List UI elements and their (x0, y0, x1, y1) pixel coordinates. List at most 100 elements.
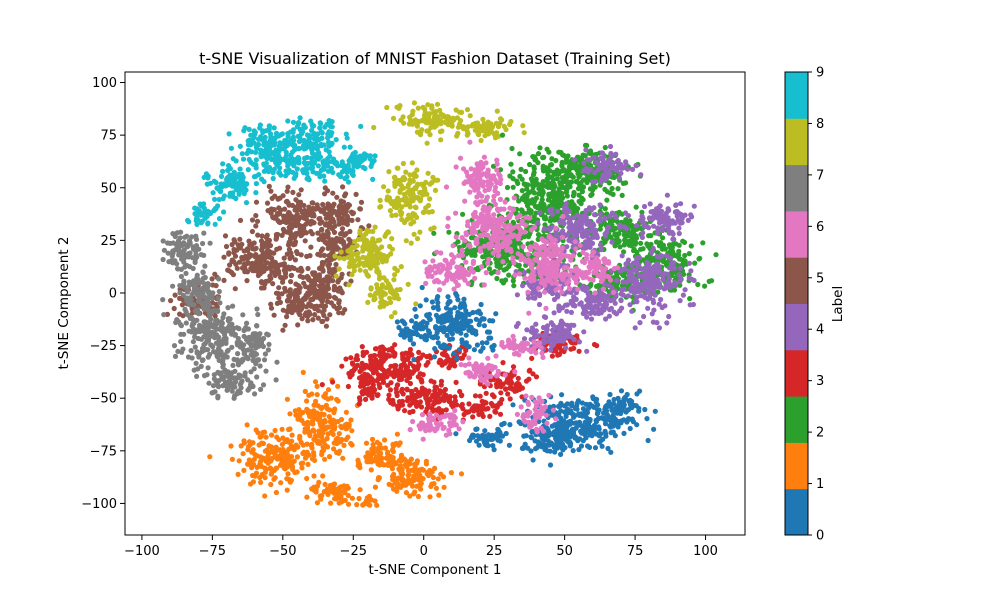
scatter-point-label-9 (271, 125, 277, 131)
scatter-point-label-8 (438, 137, 444, 143)
scatter-point-label-8 (346, 282, 352, 288)
scatter-point-label-9 (237, 143, 243, 149)
scatter-point-label-9 (305, 175, 311, 181)
scatter-point-label-5 (310, 205, 316, 211)
scatter-point-label-8 (390, 115, 397, 121)
scatter-point-label-2 (575, 206, 581, 212)
scatter-point-label-1 (289, 461, 295, 467)
scatter-point-label-1 (398, 452, 405, 458)
scatter-point-label-7 (193, 236, 200, 242)
scatter-point-label-0 (567, 434, 573, 440)
scatter-point-label-5 (346, 236, 352, 242)
scatter-point-label-9 (248, 149, 255, 155)
scatter-point-label-9 (212, 221, 218, 227)
scatter-point-label-7 (235, 351, 241, 357)
scatter-point-label-1 (313, 438, 319, 444)
scatter-point-label-2 (589, 191, 595, 197)
scatter-point-label-8 (379, 244, 385, 250)
scatter-point-label-8 (395, 165, 401, 171)
scatter-point-label-5 (305, 290, 311, 296)
scatter-point-label-7 (203, 334, 209, 340)
scatter-point-label-0 (644, 416, 650, 422)
scatter-point-label-5 (312, 312, 318, 318)
scatter-point-label-9 (321, 166, 327, 172)
scatter-point-label-5 (337, 204, 344, 210)
scatter-point-label-5 (342, 307, 348, 313)
scatter-point-label-0 (564, 401, 571, 407)
scatter-point-label-7 (248, 343, 254, 349)
scatter-point-label-8 (413, 301, 419, 307)
scatter-point-label-3 (367, 353, 374, 359)
scatter-point-label-1 (382, 437, 388, 443)
scatter-point-label-9 (186, 219, 192, 225)
scatter-point-label-1 (406, 459, 412, 465)
scatter-point-label-8 (374, 282, 380, 288)
scatter-point-label-0 (612, 433, 618, 439)
scatter-point-label-9 (202, 209, 208, 215)
scatter-point-label-1 (301, 451, 307, 457)
scatter-point-label-5 (321, 252, 327, 258)
scatter-point-label-8 (419, 127, 425, 133)
scatter-point-label-3 (385, 382, 391, 388)
scatter-point-label-8 (397, 103, 403, 109)
scatter-point-label-1 (253, 470, 260, 476)
scatter-point-label-5 (286, 239, 292, 245)
scatter-point-label-1 (339, 425, 345, 431)
scatter-point-label-1 (333, 436, 339, 443)
scatter-point-label-1 (431, 481, 437, 487)
scatter-point-label-8 (332, 253, 338, 259)
scatter-point-label-1 (268, 481, 274, 488)
scatter-point-label-1 (257, 454, 264, 460)
scatter-point-label-5 (301, 202, 307, 209)
scatter-point-label-8 (420, 192, 426, 198)
scatter-point-label-7 (253, 345, 259, 351)
scatter-point-label-3 (366, 379, 372, 385)
scatter-point-label-5 (259, 279, 265, 285)
scatter-point-label-3 (441, 352, 447, 358)
scatter-point-label-3 (438, 378, 445, 384)
scatter-point-label-8 (415, 105, 421, 111)
scatter-point-label-1 (319, 449, 325, 455)
scatter-point-label-0 (580, 428, 586, 434)
scatter-point-label-1 (241, 440, 247, 446)
scatter-point-label-2 (532, 203, 539, 209)
scatter-point-label-2 (523, 168, 529, 175)
scatter-point-label-5 (283, 214, 290, 220)
scatter-point-label-3 (388, 400, 394, 406)
scatter-point-label-1 (250, 479, 256, 485)
scatter-point-label-9 (328, 165, 335, 171)
scatter-point-label-0 (449, 336, 455, 342)
scatter-point-label-7 (217, 300, 223, 306)
scatter-point-label-5 (277, 262, 283, 268)
scatter-point-label-3 (497, 411, 504, 417)
scatter-point-label-9 (354, 164, 360, 170)
scatter-point-label-3 (390, 372, 397, 378)
scatter-point-label-1 (263, 434, 269, 440)
scatter-point-label-7 (248, 336, 254, 342)
scatter-point-label-2 (713, 252, 719, 258)
scatter-point-label-1 (416, 469, 422, 475)
scatter-point-label-7 (192, 344, 198, 350)
scatter-point-label-7 (169, 253, 175, 259)
scatter-point-label-2 (531, 164, 537, 170)
scatter-point-label-5 (263, 234, 269, 241)
scatter-point-label-3 (453, 379, 459, 385)
scatter-point-label-5 (247, 242, 253, 248)
scatter-point-label-1 (399, 476, 405, 482)
scatter-point-label-8 (414, 123, 420, 129)
scatter-point-label-7 (273, 377, 279, 383)
scatter-point-label-5 (256, 268, 262, 274)
scatter-point-label-5 (342, 193, 348, 199)
scatter-point-label-5 (286, 293, 292, 299)
scatter-point-label-3 (414, 403, 420, 409)
scatter-point-label-5 (302, 238, 308, 244)
scatter-point-label-3 (526, 368, 532, 374)
scatter-point-label-9 (288, 137, 294, 143)
scatter-point-label-0 (605, 445, 611, 452)
scatter-point-label-1 (236, 458, 242, 464)
scatter-point-label-0 (430, 305, 437, 311)
scatter-point-label-5 (259, 263, 265, 269)
scatter-point-label-7 (242, 370, 248, 376)
scatter-point-label-2 (546, 149, 552, 155)
scatter-point-label-7 (216, 276, 222, 282)
